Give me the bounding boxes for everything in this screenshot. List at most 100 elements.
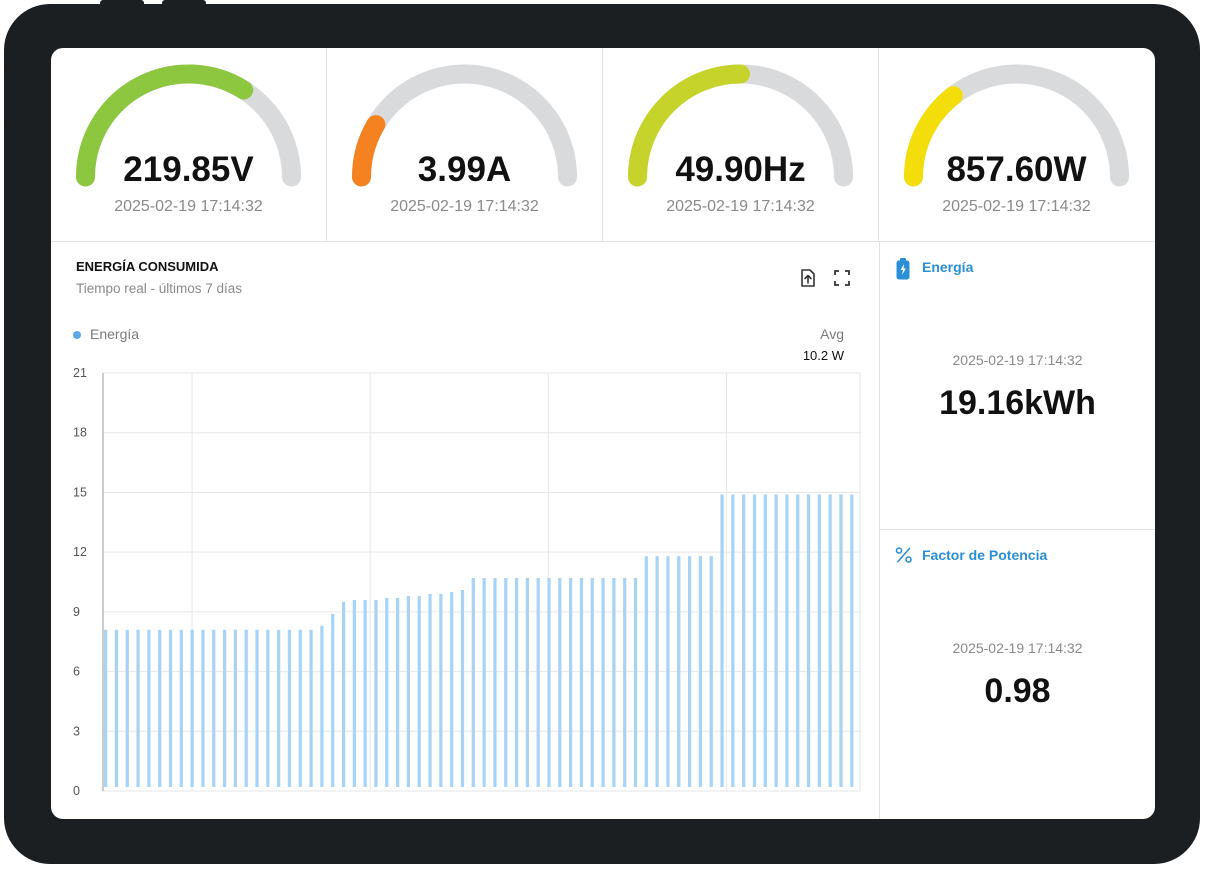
energy-bar: [125, 629, 129, 787]
energy-bar: [439, 593, 443, 787]
energy-bar: [320, 625, 324, 787]
energy-bar: [212, 629, 216, 787]
energy-bar: [104, 629, 108, 787]
fullscreen-icon: [834, 270, 850, 286]
current-value: 3.99A: [417, 150, 512, 189]
fullscreen-button[interactable]: [832, 268, 852, 288]
energy-bar: [244, 629, 248, 787]
energy-bar: [222, 629, 227, 787]
power-timestamp: 2025-02-19 17:14:32: [942, 198, 1091, 215]
frequency-gauge-arc: [628, 64, 853, 187]
energy-bar: [385, 597, 389, 787]
voltage-value: 219.85V: [123, 150, 254, 189]
energy-bar: [168, 629, 173, 787]
energy-bar: [536, 578, 540, 787]
energy-bar: [233, 629, 238, 787]
energy-bar: [655, 556, 659, 787]
energy-bar: [720, 494, 724, 787]
energy-bar: [752, 494, 757, 787]
power-factor-card-value: 0.98: [984, 672, 1051, 710]
energy-bar: [471, 578, 475, 787]
energy-bar: [363, 599, 367, 787]
energy-card-value: 19.16kWh: [939, 384, 1096, 422]
avg-value: 10.2 W: [802, 348, 844, 363]
energy-bar: [633, 578, 638, 787]
energy-bar: [352, 599, 356, 787]
power-gauge: 857.60W 2025-02-19 17:14:32: [879, 48, 1154, 242]
legend-dot: [73, 331, 81, 339]
energy-bar: [158, 629, 162, 787]
energy-bar: [763, 494, 767, 787]
energy-bar: [147, 629, 151, 787]
energy-bar: [547, 578, 551, 787]
energy-bar: [590, 578, 594, 787]
export-button[interactable]: [798, 268, 818, 288]
voltage-gauge: 219.85V 2025-02-19 17:14:32: [51, 48, 327, 242]
energy-card-label: Energía: [922, 259, 974, 275]
energy-bar: [687, 556, 692, 787]
energy-bar: [298, 629, 302, 787]
y-tick-label: 18: [73, 426, 87, 440]
energy-bar: [406, 595, 411, 787]
battery-charging-icon: [896, 258, 910, 280]
energy-bar: [395, 597, 400, 787]
energy-bar: [255, 629, 259, 787]
y-tick-label: 9: [73, 605, 80, 619]
energy-bar: [277, 629, 281, 787]
energy-bar: [579, 578, 584, 787]
y-tick-label: 0: [73, 784, 80, 798]
voltage-gauge-arc: [76, 64, 301, 187]
energy-bar: [796, 494, 800, 787]
energy-bar: [493, 578, 497, 787]
energy-bar: [709, 556, 713, 787]
energy-bar: [612, 578, 616, 787]
energy-bar: [114, 629, 119, 787]
frequency-gauge: 49.90Hz 2025-02-19 17:14:32: [603, 48, 879, 242]
energy-bar: [514, 578, 519, 787]
chart-subtitle: Tiempo real - últimos 7 días: [76, 281, 243, 296]
energy-bar: [417, 595, 421, 787]
y-tick-label: 12: [73, 545, 87, 559]
plot-area: [102, 372, 861, 792]
energy-bar: [266, 629, 270, 787]
energy-bar: [287, 629, 292, 787]
current-timestamp: 2025-02-19 17:14:32: [390, 198, 539, 215]
energy-bar: [644, 556, 648, 787]
energy-bar: [742, 494, 746, 787]
energy-bar: [839, 494, 843, 787]
energy-bar: [136, 629, 140, 787]
power-button: [162, 0, 206, 6]
energy-bar: [601, 578, 605, 787]
energy-bar: [623, 578, 627, 787]
energy-bar: [774, 494, 778, 787]
energy-bar: [341, 601, 346, 787]
energy-bar: [504, 578, 508, 787]
chart-title: ENERGÍA CONSUMIDA: [76, 259, 219, 274]
energy-card: Energía 2025-02-19 17:14:32 19.16kWh: [880, 242, 1155, 530]
energy-bar-chart: 0 3 6 9 12 15 18 21: [73, 366, 861, 798]
dashboard-screen: 219.85V 2025-02-19 17:14:32 3.99A 2025-0…: [51, 48, 1155, 819]
energy-bar: [698, 556, 703, 787]
energy-bar: [374, 599, 378, 787]
energy-bar: [201, 629, 205, 787]
current-gauge-arc: [352, 64, 577, 187]
energy-bar: [309, 629, 313, 787]
energy-chart-panel: ENERGÍA CONSUMIDA Tiempo real - últimos …: [51, 242, 880, 819]
y-tick-label: 6: [73, 665, 80, 679]
energy-bar: [817, 494, 821, 787]
energy-bar: [850, 494, 854, 787]
energy-bar: [428, 593, 432, 787]
power-gauge-arc: [904, 64, 1129, 187]
energy-card-timestamp: 2025-02-19 17:14:32: [952, 352, 1083, 368]
energy-bar: [450, 591, 454, 787]
voltage-timestamp: 2025-02-19 17:14:32: [114, 198, 263, 215]
energy-bar: [190, 629, 194, 787]
y-tick-label: 3: [73, 724, 80, 738]
y-tick-label: 21: [73, 366, 87, 380]
energy-bar: [569, 578, 573, 787]
legend-label[interactable]: Energía: [90, 326, 140, 342]
energy-bar: [785, 494, 789, 787]
energy-bar: [806, 494, 811, 787]
energy-bar: [828, 494, 832, 787]
energy-bar: [731, 494, 735, 787]
